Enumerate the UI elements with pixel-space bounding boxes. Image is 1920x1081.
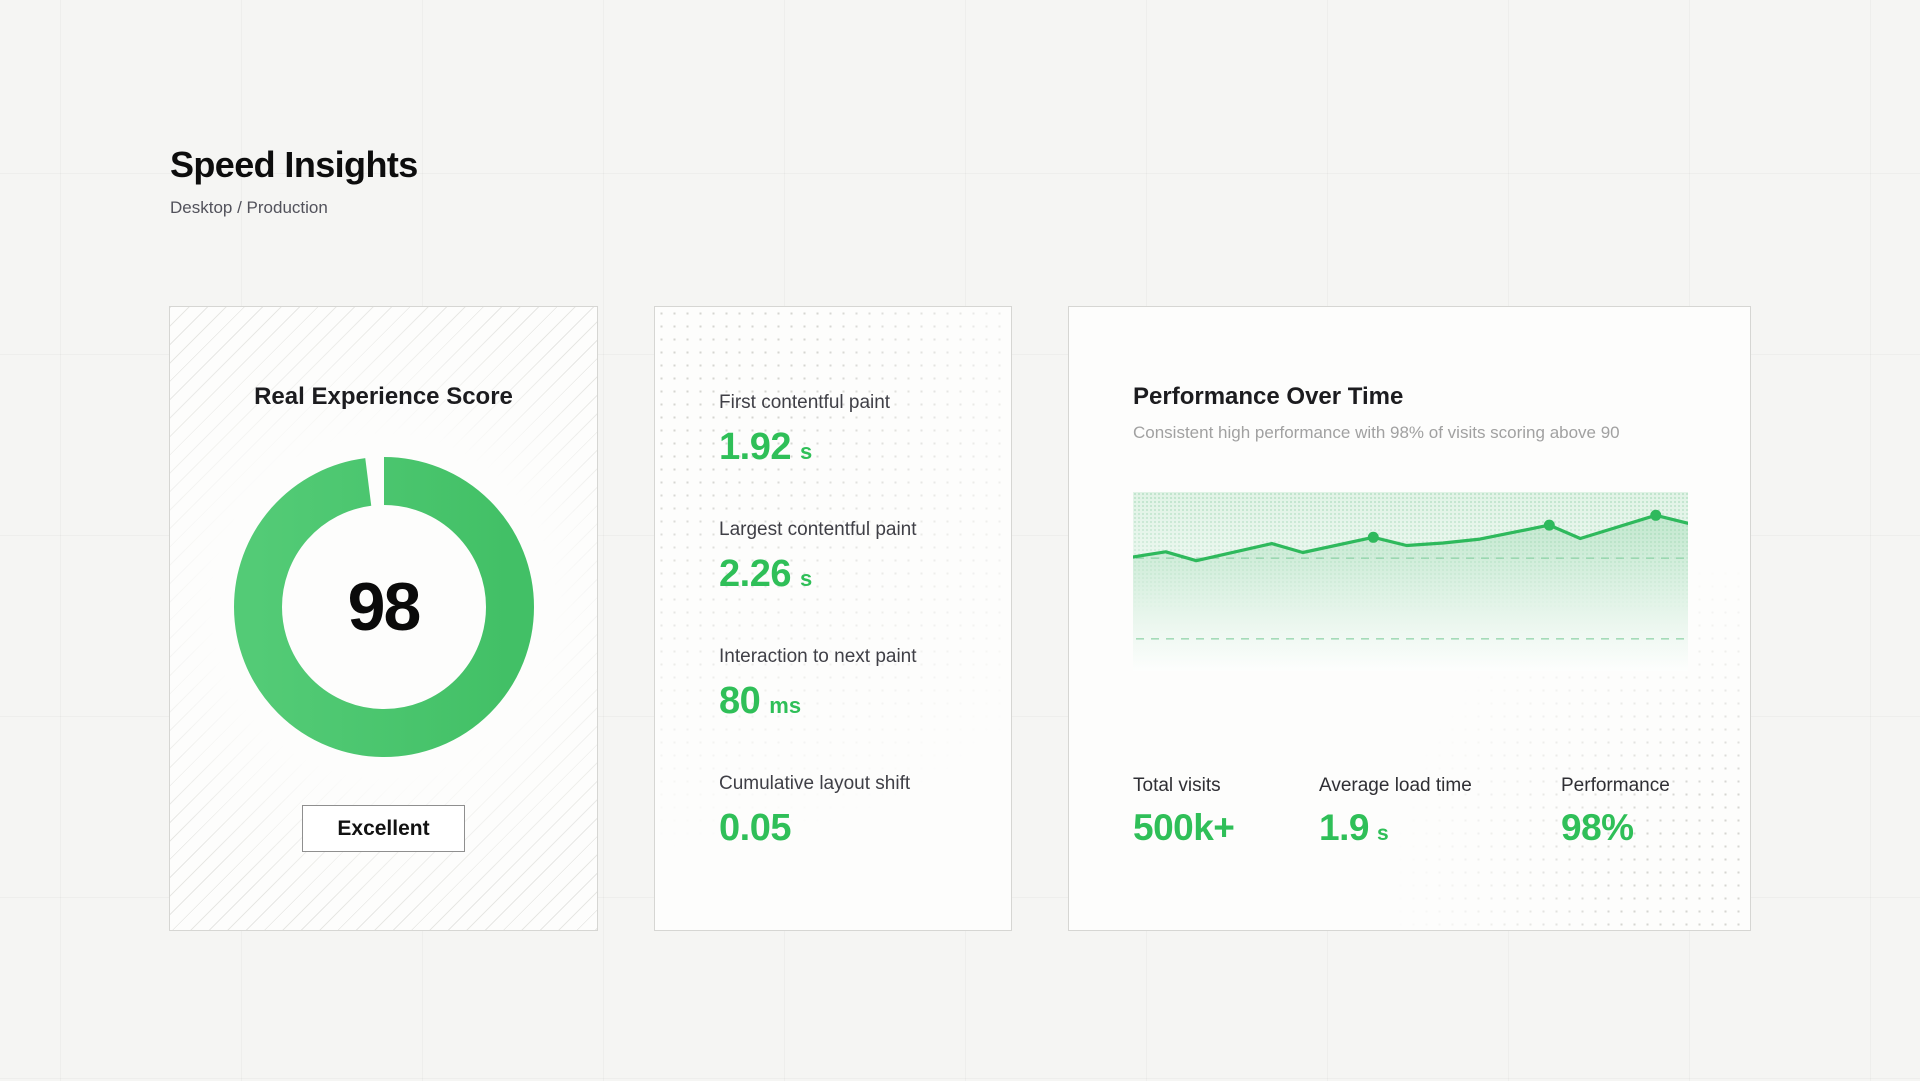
stat-item-performance: Performance 98% (1561, 775, 1670, 849)
page-subtitle: Desktop / Production (170, 198, 328, 217)
metric-label: First contentful paint (719, 392, 891, 413)
stat-item-total-visits: Total visits 500k+ (1133, 775, 1319, 849)
score-gauge: 98 (233, 457, 534, 757)
page-header: Speed Insights Desktop / Production (170, 144, 418, 218)
stat-unit: s (1376, 822, 1389, 845)
metric-value: 80 (719, 680, 761, 722)
metric-unit: ms (769, 693, 802, 718)
metric-value: 2.26 (719, 553, 791, 595)
score-value: 98 (347, 569, 422, 645)
stat-value: 500k+ (1133, 807, 1235, 848)
metric-item-lcp: Largest contentful paint 2.26 s (719, 519, 981, 596)
metric-label: Largest contentful paint (719, 519, 917, 540)
performance-card-title: Performance Over Time (1133, 383, 1404, 410)
chart-svg (1133, 509, 1688, 671)
stat-item-average-load-time: Average load time 1.9 s (1319, 775, 1561, 849)
metric-item-fcp: First contentful paint 1.92 s (719, 392, 981, 469)
metric-value: 1.92 (719, 426, 791, 468)
stat-label: Performance (1561, 775, 1670, 796)
metric-label: Cumulative layout shift (719, 773, 911, 794)
stat-value: 1.9 (1319, 807, 1369, 848)
score-gauge-ring (233, 457, 534, 757)
page-title: Speed Insights (170, 144, 418, 185)
performance-stats-row: Total visits 500k+ Average load time 1.9… (1133, 775, 1686, 849)
metric-unit: s (799, 439, 813, 464)
stat-label: Average load time (1319, 775, 1472, 796)
stat-label: Total visits (1133, 775, 1221, 796)
stat-value: 98% (1561, 807, 1634, 848)
real-experience-score-card: Real Experience Score 98 Excellent (169, 306, 598, 931)
metric-item-cls: Cumulative layout shift 0.05 (719, 773, 981, 850)
web-vitals-card: First contentful paint 1.92 s Largest co… (654, 306, 1012, 931)
score-badge[interactable]: Excellent (302, 805, 465, 852)
performance-card-subtitle: Consistent high performance with 98% of … (1133, 423, 1620, 442)
metric-value: 0.05 (719, 807, 791, 849)
metric-label: Interaction to next paint (719, 646, 917, 667)
metric-item-inp: Interaction to next paint 80 ms (719, 646, 981, 723)
dot-pattern-top-left (655, 307, 1011, 930)
cards-row: Real Experience Score 98 Excellent (169, 306, 1751, 931)
metric-unit: s (799, 566, 813, 591)
performance-line-chart (1133, 492, 1688, 671)
performance-over-time-card: Performance Over Time Consistent high pe… (1068, 306, 1751, 931)
score-card-title: Real Experience Score (254, 383, 513, 410)
